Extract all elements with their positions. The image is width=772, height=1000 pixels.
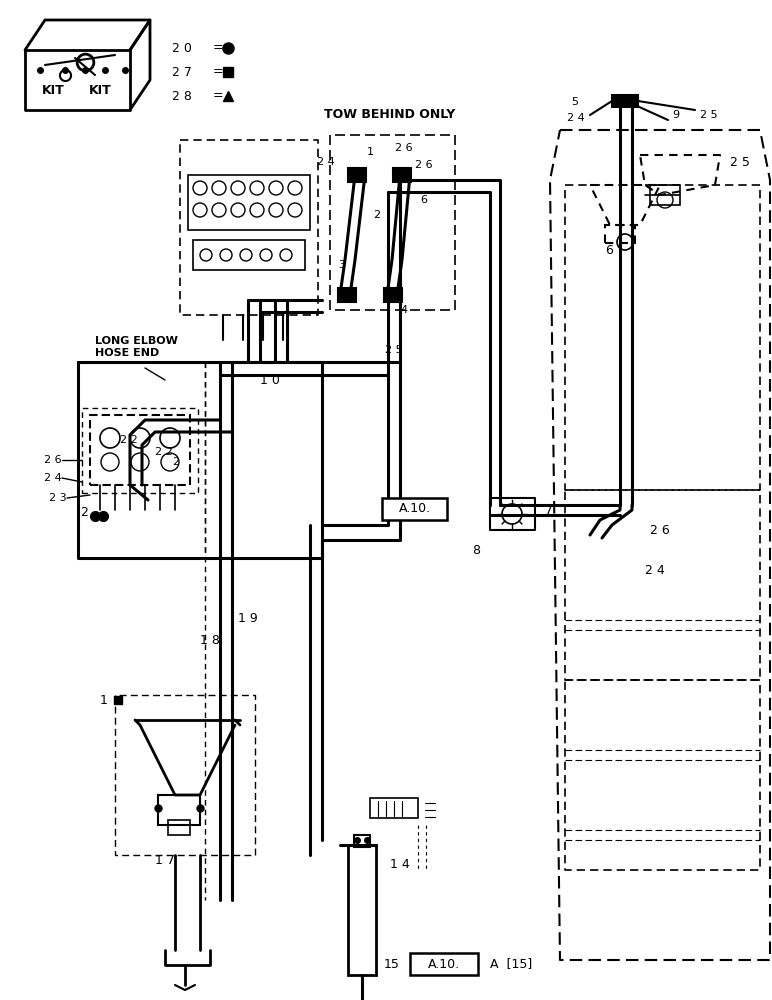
Bar xyxy=(384,288,402,302)
Text: =: = xyxy=(213,66,224,79)
Bar xyxy=(382,498,447,520)
Text: 2 8: 2 8 xyxy=(172,90,192,103)
Text: 4: 4 xyxy=(401,305,408,315)
Text: 2 6: 2 6 xyxy=(395,143,412,153)
Text: 2 6: 2 6 xyxy=(415,160,432,170)
Text: 2 4: 2 4 xyxy=(44,473,62,483)
Bar xyxy=(605,225,635,243)
Text: 7: 7 xyxy=(545,504,553,516)
Bar xyxy=(626,95,638,107)
Text: 2: 2 xyxy=(80,506,88,518)
Text: A  [15]: A [15] xyxy=(490,958,532,970)
Text: KIT: KIT xyxy=(89,84,111,97)
Text: 9: 9 xyxy=(672,110,679,120)
Bar xyxy=(188,175,310,230)
Text: 2 4: 2 4 xyxy=(645,564,665,576)
Text: A.10.: A.10. xyxy=(428,958,460,970)
Text: 8: 8 xyxy=(472,544,480,556)
Text: 1 7: 1 7 xyxy=(155,854,175,866)
Text: 6: 6 xyxy=(605,243,613,256)
Bar xyxy=(158,795,200,825)
Text: 1 8: 1 8 xyxy=(200,634,220,647)
Bar xyxy=(393,168,411,182)
Text: A.10.: A.10. xyxy=(399,502,431,516)
Text: 1: 1 xyxy=(100,694,108,706)
Text: 2 6: 2 6 xyxy=(44,455,62,465)
Text: 1 9: 1 9 xyxy=(238,611,258,624)
Bar xyxy=(348,168,366,182)
Text: 2 4: 2 4 xyxy=(317,157,335,167)
Text: 2 3: 2 3 xyxy=(49,493,67,503)
Text: 2 0: 2 0 xyxy=(172,41,192,54)
Text: 3: 3 xyxy=(338,260,345,270)
Text: 2 4: 2 4 xyxy=(567,113,585,123)
Bar xyxy=(82,408,198,493)
Text: KIT: KIT xyxy=(42,84,64,97)
Text: 2 5: 2 5 xyxy=(385,345,403,355)
Bar xyxy=(338,288,356,302)
Bar xyxy=(193,240,305,270)
Bar xyxy=(370,798,418,818)
Text: =: = xyxy=(213,41,224,54)
Text: TOW BEHIND ONLY: TOW BEHIND ONLY xyxy=(324,108,455,121)
Text: 2: 2 xyxy=(373,210,380,220)
Text: 5: 5 xyxy=(571,97,578,107)
Bar xyxy=(348,845,376,975)
Bar xyxy=(650,185,680,205)
Text: =: = xyxy=(213,90,224,103)
Text: 1 0: 1 0 xyxy=(260,373,280,386)
Text: 2 7: 2 7 xyxy=(172,66,192,79)
Text: 2: 2 xyxy=(172,457,179,467)
Bar xyxy=(90,415,190,485)
Text: 15: 15 xyxy=(384,958,400,970)
Text: 2 2: 2 2 xyxy=(155,447,173,457)
Bar xyxy=(168,820,190,835)
Text: 1 4: 1 4 xyxy=(390,858,410,871)
Text: LONG ELBOW
HOSE END: LONG ELBOW HOSE END xyxy=(95,336,178,358)
Bar xyxy=(612,95,624,107)
Text: 1: 1 xyxy=(367,147,374,157)
Text: 2 6: 2 6 xyxy=(650,524,670,536)
Bar xyxy=(354,835,370,847)
Text: 2 5: 2 5 xyxy=(700,110,718,120)
Text: 2 5: 2 5 xyxy=(730,155,750,168)
Text: 6: 6 xyxy=(420,195,427,205)
Bar xyxy=(410,953,478,975)
Text: 2 2: 2 2 xyxy=(120,435,137,445)
